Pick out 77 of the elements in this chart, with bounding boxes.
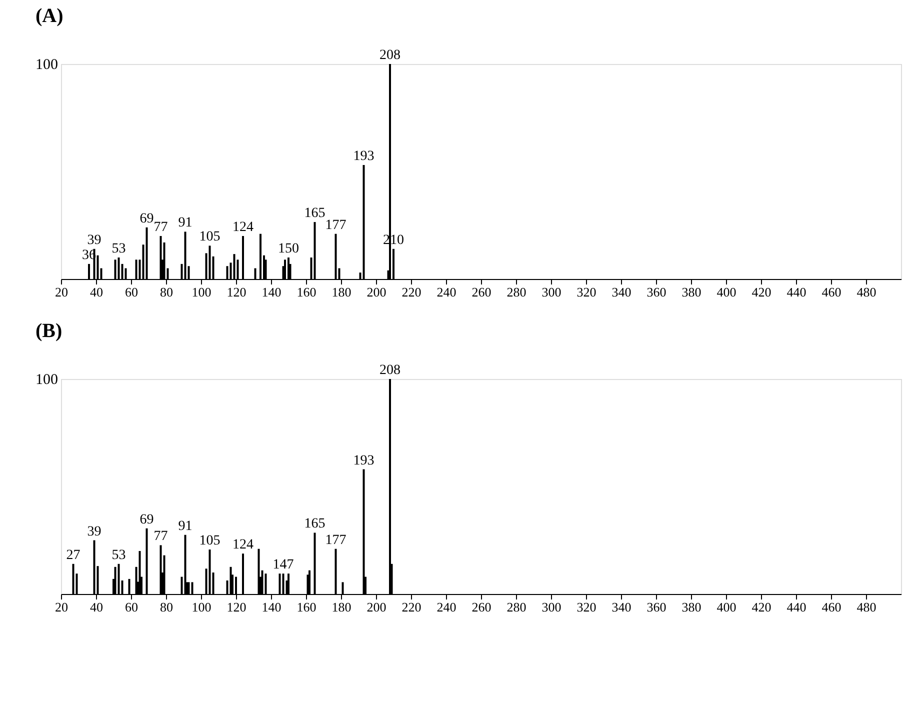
annotation: 77 xyxy=(154,529,168,544)
x-tick-label: 80 xyxy=(160,600,173,614)
x-tick-label: 340 xyxy=(612,284,632,300)
x-tick-label: 380 xyxy=(682,600,702,614)
annotation: 69 xyxy=(140,512,154,528)
x-tick-label: 160 xyxy=(296,284,316,300)
x-tick-label: 120 xyxy=(226,284,246,300)
x-tick-label: 380 xyxy=(682,284,702,300)
x-tick-label: 420 xyxy=(752,600,772,614)
annotation: 193 xyxy=(353,149,374,164)
x-tick-label: 220 xyxy=(402,600,422,614)
x-tick-label: 460 xyxy=(822,600,842,614)
annotation: 39 xyxy=(87,524,102,540)
annotation: 69 xyxy=(140,211,154,226)
x-tick-label: 140 xyxy=(262,284,282,300)
x-tick-label: 360 xyxy=(646,284,666,300)
x-tick-label: 120 xyxy=(226,600,246,614)
annotation: 77 xyxy=(154,220,168,235)
annotation: 124 xyxy=(232,538,254,553)
annotation: 193 xyxy=(353,453,374,468)
x-tick-label: 40 xyxy=(90,600,103,614)
x-tick-label: 400 xyxy=(716,600,736,614)
x-tick-label: 320 xyxy=(576,600,596,614)
x-tick-label: 40 xyxy=(90,284,103,300)
annotation: 53 xyxy=(112,242,126,256)
annotation: 39 xyxy=(87,232,102,248)
x-tick-label: 420 xyxy=(752,284,772,300)
x-tick-label: 300 xyxy=(542,284,562,300)
chart-title: (B) xyxy=(36,320,62,342)
annotation: 208 xyxy=(380,363,400,378)
annotation: 150 xyxy=(278,242,299,256)
chart-title: (A) xyxy=(36,5,64,27)
x-tick-label: 300 xyxy=(542,600,562,614)
x-tick-label: 20 xyxy=(55,284,68,300)
x-tick-label: 280 xyxy=(506,600,526,614)
x-tick-label: 340 xyxy=(612,600,632,614)
x-tick-label: 460 xyxy=(822,284,842,300)
annotation: 105 xyxy=(199,533,220,548)
annotation: 124 xyxy=(232,220,254,235)
x-tick-label: 480 xyxy=(856,600,876,614)
text: 100 xyxy=(36,57,58,73)
x-tick-label: 180 xyxy=(332,284,352,300)
x-tick-label: 200 xyxy=(366,284,386,300)
x-tick-label: 80 xyxy=(160,284,173,300)
x-tick-label: 480 xyxy=(856,284,876,300)
x-tick-label: 240 xyxy=(436,284,456,300)
x-tick-label: 20 xyxy=(55,600,68,614)
annotation: 27 xyxy=(66,548,80,563)
annotation: 91 xyxy=(178,518,192,534)
annotation: 208 xyxy=(380,48,400,63)
x-tick-label: 100 xyxy=(192,600,212,614)
x-tick-label: 360 xyxy=(646,600,666,614)
x-tick-label: 280 xyxy=(506,284,526,300)
annotation: 147 xyxy=(272,558,294,573)
annotation: 177 xyxy=(325,532,346,548)
annotation: 177 xyxy=(325,218,346,233)
x-tick-label: 60 xyxy=(125,600,138,614)
x-tick-label: 200 xyxy=(366,600,386,614)
x-tick-label: 260 xyxy=(472,284,492,300)
annotation: 91 xyxy=(178,216,192,231)
x-tick-label: 240 xyxy=(436,600,456,614)
x-tick-label: 160 xyxy=(296,600,316,614)
annotation: 53 xyxy=(112,548,126,563)
x-tick-label: 440 xyxy=(786,600,806,614)
annotation: 165 xyxy=(304,516,326,532)
x-tick-label: 260 xyxy=(472,600,492,614)
text: 100 xyxy=(36,372,58,388)
x-tick-label: 180 xyxy=(332,600,352,614)
x-tick-label: 100 xyxy=(192,284,212,300)
x-tick-label: 400 xyxy=(716,284,736,300)
x-tick-label: 440 xyxy=(786,284,806,300)
x-tick-label: 140 xyxy=(262,600,282,614)
x-tick-label: 220 xyxy=(402,284,422,300)
x-tick-label: 60 xyxy=(125,284,138,300)
x-tick-label: 320 xyxy=(576,284,596,300)
annotation: 105 xyxy=(199,230,220,245)
annotation: 165 xyxy=(304,206,326,222)
